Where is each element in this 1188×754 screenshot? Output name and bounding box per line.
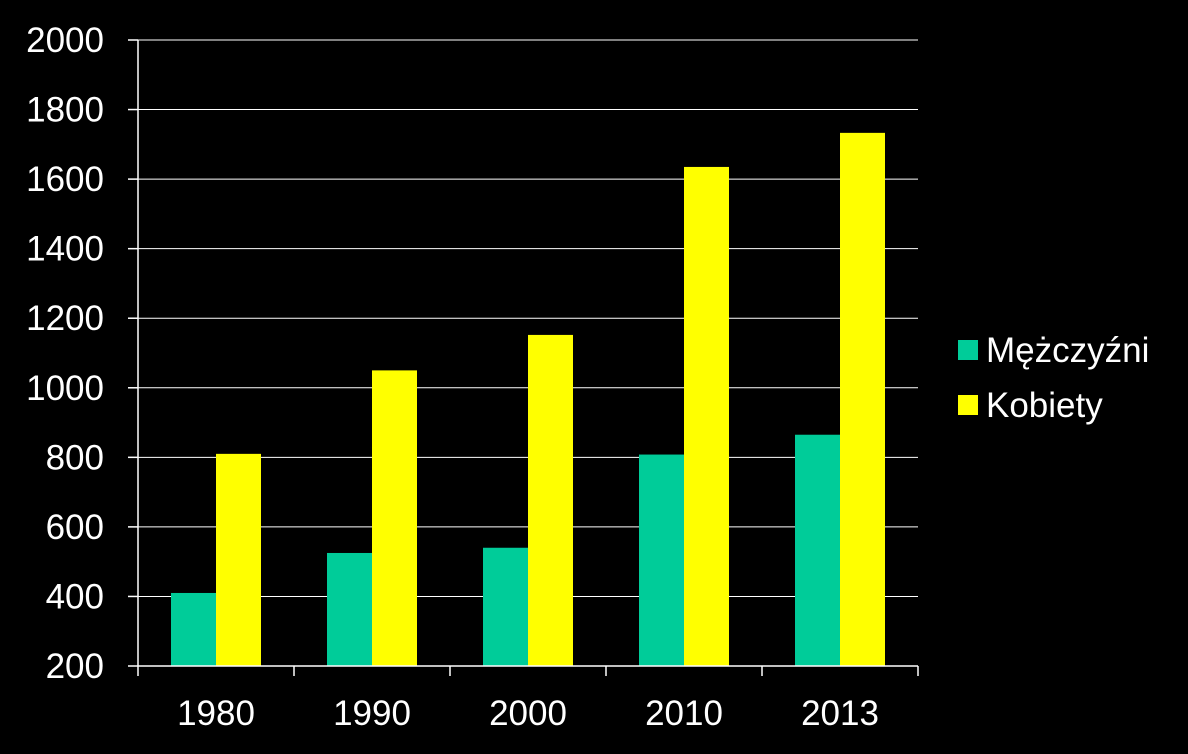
bar-women-2000 bbox=[528, 334, 573, 666]
bar-women-2013 bbox=[840, 132, 885, 666]
y-tick-label: 1000 bbox=[26, 369, 104, 408]
bar-men-1990 bbox=[327, 552, 372, 666]
legend-label-women: Kobiety bbox=[986, 386, 1103, 425]
bar-men-2000 bbox=[483, 547, 528, 666]
axes bbox=[137, 40, 918, 667]
bar-women-1990 bbox=[372, 370, 417, 666]
y-tick-label: 1800 bbox=[26, 91, 104, 130]
y-tick-label: 400 bbox=[46, 577, 104, 616]
legend: Mężczyźni Kobiety bbox=[958, 331, 1149, 425]
bar-men-1980 bbox=[171, 592, 216, 666]
y-tick-label: 200 bbox=[46, 647, 104, 686]
y-axis-ticks: 200 400 600 800 1000 1200 1400 1600 1800 2000 bbox=[26, 21, 138, 686]
bar-women-1980 bbox=[216, 453, 261, 666]
y-tick-label: 1400 bbox=[26, 230, 104, 269]
y-tick-label: 2000 bbox=[26, 21, 104, 60]
gridlines bbox=[138, 39, 918, 597]
bars bbox=[171, 132, 885, 666]
bar-women-2010 bbox=[684, 166, 729, 666]
y-tick-label: 800 bbox=[46, 438, 104, 477]
bar-men-2010 bbox=[639, 454, 684, 666]
legend-swatch-men bbox=[958, 340, 978, 360]
legend-label-men: Mężczyźni bbox=[986, 331, 1149, 370]
x-tick-label: 1990 bbox=[333, 694, 411, 733]
x-axis-ticks: 1980 1990 2000 2010 2013 bbox=[137, 666, 919, 733]
x-tick-label: 1980 bbox=[177, 694, 255, 733]
y-tick-label: 1600 bbox=[26, 160, 104, 199]
legend-swatch-women bbox=[958, 395, 978, 415]
x-tick-label: 2010 bbox=[645, 694, 723, 733]
x-tick-label: 2013 bbox=[801, 694, 879, 733]
y-tick-label: 1200 bbox=[26, 299, 104, 338]
x-tick-label: 2000 bbox=[489, 694, 567, 733]
y-tick-label: 600 bbox=[46, 508, 104, 547]
bar-men-2013 bbox=[795, 434, 840, 666]
